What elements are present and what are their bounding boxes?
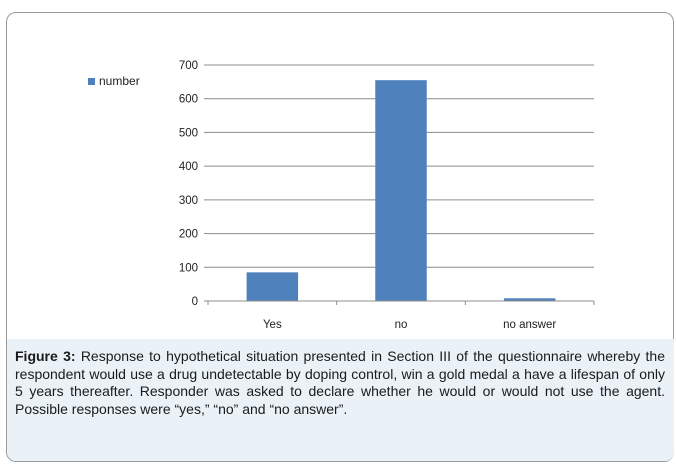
bar-chart: 0 100 200 300 400 500 600 700 Yes no no answer: [179, 60, 595, 331]
y-tick-label: 400: [179, 161, 198, 173]
y-axis-ticks: 0 100 200 300 400 500 600 700: [179, 60, 208, 308]
y-tick-label: 500: [179, 127, 198, 139]
figure-caption: Figure 3: Response to hypothetical situa…: [15, 348, 665, 418]
bar-no-answer: [503, 298, 556, 301]
x-category-label: no: [395, 319, 408, 331]
caption-background: [7, 339, 674, 461]
y-tick-label: 0: [192, 296, 198, 308]
y-tick-label: 600: [179, 94, 198, 106]
y-tick-label: 300: [179, 195, 198, 207]
caption-text: Response to hypothetical situation prese…: [15, 348, 665, 417]
bars: [246, 80, 556, 302]
legend: number: [88, 74, 140, 88]
legend-swatch: [88, 77, 95, 85]
y-tick-label: 700: [179, 60, 198, 72]
legend-label: number: [99, 74, 140, 88]
y-tick-label: 200: [179, 229, 198, 241]
y-tick-label: 100: [179, 262, 198, 274]
x-axis-categories: Yes no no answer: [207, 301, 595, 331]
caption-label: Figure 3:: [15, 348, 76, 364]
bar-yes: [246, 272, 299, 301]
x-category-label: no answer: [503, 319, 556, 331]
x-category-label: Yes: [263, 319, 282, 331]
bar-no: [375, 80, 427, 302]
